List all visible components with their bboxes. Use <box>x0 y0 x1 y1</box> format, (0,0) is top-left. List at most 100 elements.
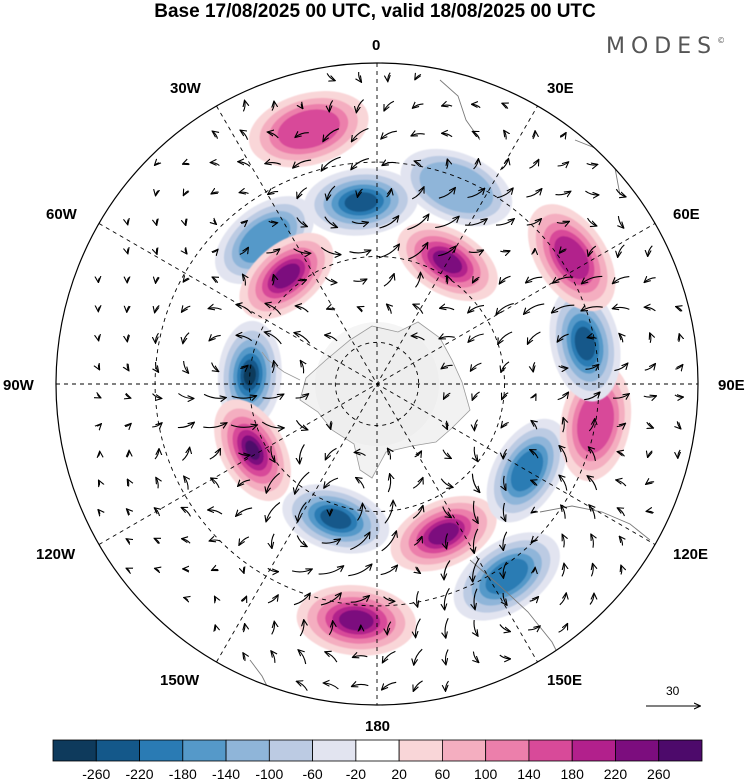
anomaly-low-0 <box>304 168 419 236</box>
wind-vector <box>357 504 363 521</box>
contour-fill <box>339 610 374 631</box>
wind-vector <box>236 305 253 314</box>
wind-vector <box>675 365 682 369</box>
wind-vector <box>321 156 341 171</box>
wind-vector <box>581 307 603 311</box>
wind-vector <box>267 595 278 604</box>
wind-vector <box>382 681 397 689</box>
wind-vector <box>444 560 451 580</box>
wind-vector <box>328 621 333 636</box>
wind-vector <box>352 127 369 142</box>
wind-vector <box>297 280 306 281</box>
wind-vector <box>413 537 422 546</box>
wind-vector <box>618 508 626 517</box>
wind-vector <box>236 335 253 342</box>
wind-vector <box>203 393 226 398</box>
wind-vector <box>474 446 477 461</box>
wind-vector <box>615 188 625 197</box>
wind-vector <box>473 651 478 663</box>
wind-vector <box>265 332 282 345</box>
wind-vector <box>473 528 479 553</box>
wind-vector <box>557 392 569 401</box>
wind-vector <box>327 185 336 200</box>
wind-vector <box>465 219 487 226</box>
wind-vector <box>414 648 423 665</box>
wind-vector <box>214 220 216 224</box>
wind-vector <box>210 540 221 541</box>
colorbar-swatch <box>355 739 400 762</box>
wind-vector <box>98 307 99 312</box>
wind-vector <box>240 366 247 369</box>
wind-vector <box>444 393 451 399</box>
wind-vector <box>387 304 392 314</box>
wind-vector <box>231 396 257 398</box>
wind-vector <box>440 478 453 488</box>
wind-vector <box>98 452 99 457</box>
wind-vector <box>591 534 593 548</box>
lon-label-90e: 90E <box>718 377 745 394</box>
wind-vector <box>185 248 187 253</box>
wind-vector <box>558 366 568 368</box>
colorbar-tick-label: -140 <box>212 766 241 782</box>
wind-vector <box>358 188 363 197</box>
wind-vector <box>359 71 362 82</box>
wind-vector <box>442 449 451 459</box>
wind-vector <box>613 276 630 284</box>
wind-vector <box>559 446 568 463</box>
wind-vector <box>266 502 281 522</box>
wind-vector <box>355 452 366 457</box>
wind-vector <box>238 479 251 486</box>
wind-vector <box>468 304 485 312</box>
wind-vector <box>359 626 361 631</box>
wind-vector <box>241 221 247 223</box>
wind-vector <box>268 192 279 195</box>
wind-vector <box>299 620 304 637</box>
wind-vector <box>155 332 159 343</box>
colorbar-swatch <box>95 739 140 762</box>
wind-vector <box>239 248 248 255</box>
wind-vector <box>473 557 480 581</box>
wind-vector <box>528 626 540 630</box>
colorbar-tick-label: -180 <box>168 766 197 782</box>
wind-vector <box>212 250 218 253</box>
wind-vector <box>293 248 311 254</box>
wind-vector <box>211 362 219 372</box>
wind-vector <box>156 361 159 372</box>
wind-vector <box>499 624 510 632</box>
colorbar-tick-label: 20 <box>391 766 407 782</box>
wind-vector <box>473 159 479 170</box>
wind-vector <box>531 421 537 430</box>
wind-vector <box>442 105 453 106</box>
wind-vector <box>387 474 390 493</box>
wind-vector <box>155 569 159 572</box>
wind-vector <box>211 192 219 194</box>
wind-vector <box>211 478 220 489</box>
wind-vector <box>587 217 597 226</box>
wind-vector <box>262 394 284 398</box>
wind-vector <box>646 511 654 513</box>
wind-vector <box>412 506 423 519</box>
wind-vector <box>127 334 129 342</box>
wind-vector <box>648 245 653 256</box>
wind-vector <box>384 501 393 524</box>
wind-vector <box>408 243 427 260</box>
wind-vector <box>349 250 371 253</box>
wind-vector <box>127 509 130 515</box>
wind-vector <box>526 219 541 226</box>
wind-vector <box>438 188 455 199</box>
wind-vector <box>407 215 428 231</box>
wind-vector <box>128 249 129 254</box>
wind-vector <box>98 336 99 341</box>
wind-vector <box>350 533 369 551</box>
wind-vector <box>533 131 535 140</box>
wind-vector <box>582 275 603 283</box>
wind-vector <box>555 191 571 194</box>
wind-vector <box>588 419 594 432</box>
wind-vector <box>526 277 543 283</box>
wind-vector <box>413 304 424 314</box>
wind-vector <box>472 104 481 109</box>
wind-vector <box>444 588 450 609</box>
wind-vector <box>620 537 623 546</box>
wind-vector <box>293 593 310 606</box>
wind-vector <box>301 361 304 374</box>
